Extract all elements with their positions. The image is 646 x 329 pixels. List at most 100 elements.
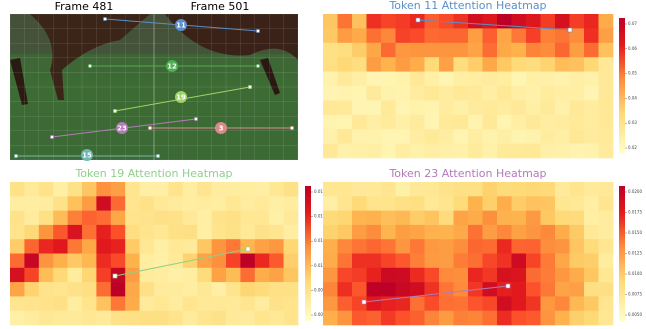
- heatmap-cell: [352, 86, 367, 101]
- heatmap-cell: [24, 254, 39, 269]
- heatmap-cell: [323, 144, 338, 159]
- heatmap-cell: [468, 196, 483, 211]
- heatmap-cell: [555, 86, 570, 101]
- heatmap-cell: [454, 43, 469, 58]
- heatmap-cell: [497, 311, 512, 326]
- heatmap-cell: [367, 100, 382, 115]
- heatmap-cell: [82, 211, 97, 226]
- heatmap-cell: [212, 225, 227, 240]
- heatmap-cell: [381, 129, 396, 144]
- heatmap-cell: [338, 225, 353, 240]
- heatmap-cell: [226, 225, 241, 240]
- heatmap-cell: [555, 129, 570, 144]
- heatmap-cell: [197, 268, 212, 283]
- heatmap-cell: [483, 57, 498, 72]
- heatmap-cell: [338, 254, 353, 269]
- heatmap-cell: [541, 57, 556, 72]
- heatmap-cell: [39, 282, 54, 297]
- heatmap-cell: [541, 72, 556, 87]
- heatmap-cell: [96, 182, 111, 197]
- colorbar-tick-label: 0.0175: [628, 210, 642, 215]
- heatmap-cell: [10, 225, 25, 240]
- heatmap-cell: [410, 100, 425, 115]
- heatmap-cell: [468, 129, 483, 144]
- heatmap-cell: [468, 182, 483, 197]
- point: [362, 300, 366, 304]
- token-label: 19: [176, 94, 186, 102]
- heatmap-cell: [425, 296, 440, 311]
- heatmap-cell: [425, 239, 440, 254]
- heatmap-cell: [512, 86, 527, 101]
- heatmap-title: Token 19 Attention Heatmap: [74, 167, 232, 180]
- heatmap-cell: [269, 239, 284, 254]
- heatmap-cell: [323, 296, 338, 311]
- heatmap-cell: [483, 254, 498, 269]
- heatmap-cell: [454, 72, 469, 87]
- heatmap-cell: [584, 72, 599, 87]
- heatmap-cell: [439, 86, 454, 101]
- heatmap-cell: [154, 296, 169, 311]
- heatmap-cell: [599, 282, 614, 297]
- heatmap-cell: [367, 268, 382, 283]
- heatmap-cell: [410, 28, 425, 43]
- heatmap-cell: [338, 211, 353, 226]
- heatmap-cell: [212, 311, 227, 326]
- heatmap-cell: [381, 72, 396, 87]
- heatmap-cell: [584, 28, 599, 43]
- point: [568, 28, 572, 32]
- heatmap-cell: [338, 100, 353, 115]
- heatmap-cell: [541, 86, 556, 101]
- heatmap-cell: [338, 43, 353, 58]
- heatmap-cell: [68, 254, 83, 269]
- heatmap-cell: [555, 282, 570, 297]
- heatmap-cell: [512, 144, 527, 159]
- heatmap-cell: [584, 254, 599, 269]
- heatmap-cell: [599, 268, 614, 283]
- heatmap-cell: [468, 211, 483, 226]
- heatmap-cell: [512, 28, 527, 43]
- heatmap-cell: [425, 57, 440, 72]
- heatmap-cell: [584, 225, 599, 240]
- heatmap-cell: [439, 268, 454, 283]
- heatmap-cell: [599, 86, 614, 101]
- point: [15, 155, 18, 158]
- heatmap-cell: [197, 239, 212, 254]
- heatmap-cell: [284, 239, 299, 254]
- heatmap-cell: [425, 28, 440, 43]
- heatmap-cell: [454, 100, 469, 115]
- heatmap-cell: [512, 239, 527, 254]
- point: [113, 274, 117, 278]
- heatmap-cell: [226, 268, 241, 283]
- heatmap-cell: [323, 225, 338, 240]
- heatmap-cell: [396, 115, 411, 130]
- heatmap-cell: [39, 268, 54, 283]
- heatmap-cell: [425, 211, 440, 226]
- heatmap-cell: [497, 211, 512, 226]
- heatmap-cell: [367, 211, 382, 226]
- heatmap-cell: [526, 239, 541, 254]
- heatmap-cell: [323, 57, 338, 72]
- heatmap-cell: [396, 225, 411, 240]
- heatmap-title: Token 11 Attention Heatmap: [388, 0, 546, 12]
- heatmap-cell: [338, 115, 353, 130]
- heatmap-cell: [425, 115, 440, 130]
- heatmap-cell: [439, 72, 454, 87]
- heatmap-cell: [269, 182, 284, 197]
- heatmap-cell: [53, 225, 68, 240]
- heatmap-cell: [82, 296, 97, 311]
- heatmap-cell: [168, 239, 183, 254]
- heatmap-cell: [526, 254, 541, 269]
- heatmap-cell: [212, 239, 227, 254]
- heatmap-cell: [68, 296, 83, 311]
- heatmap-cell: [352, 225, 367, 240]
- point: [291, 127, 294, 130]
- heatmap-cell: [381, 14, 396, 29]
- heatmap-cell: [111, 239, 126, 254]
- heatmap-cell: [338, 14, 353, 29]
- heatmap-cell: [512, 296, 527, 311]
- heatmap-cell: [269, 311, 284, 326]
- heatmap-cell: [255, 282, 270, 297]
- heatmap-cell: [183, 296, 198, 311]
- heatmap-cell: [140, 211, 155, 226]
- heatmap-cell: [240, 225, 255, 240]
